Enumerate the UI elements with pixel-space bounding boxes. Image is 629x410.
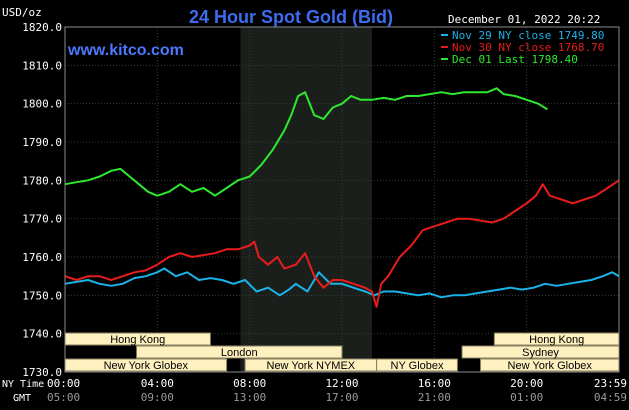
y-tick-label: 1790.0 — [22, 136, 62, 149]
ny-time-label: NY Time — [2, 379, 44, 390]
timestamp: December 01, 2022 20:22 — [448, 13, 600, 26]
x-tick-ny: 16:00 — [418, 377, 451, 390]
x-tick-gmt: 01:00 — [510, 391, 543, 404]
y-tick-label: 1810.0 — [22, 59, 62, 72]
unit-label: USD/oz — [2, 6, 42, 19]
series-line-0 — [64, 267, 620, 299]
session-label: Sydney — [522, 347, 559, 359]
x-tick-gmt: 21:00 — [418, 391, 451, 404]
session-label: Hong Kong — [110, 334, 165, 346]
x-tick-ny: 12:00 — [325, 377, 358, 390]
legend-swatch-nov29 — [441, 34, 448, 36]
session-box — [136, 345, 343, 359]
x-tick-ny: 20:00 — [510, 377, 543, 390]
series-line-1 — [64, 179, 620, 308]
x-tick-gmt: 05:00 — [47, 391, 80, 404]
legend-item-nov30: Nov 30 NY close 1768.70 — [452, 41, 604, 54]
price-lines — [64, 87, 620, 308]
session-label: New York Globex — [508, 360, 593, 372]
y-tick-label: 1730.0 — [22, 366, 62, 379]
series-line-2 — [64, 87, 548, 197]
x-tick-ny: 00:00 — [47, 377, 80, 390]
x-tick-gmt: 04:59 — [594, 391, 627, 404]
y-tick-label: 1750.0 — [22, 289, 62, 302]
x-tick-ny: 08:00 — [233, 377, 266, 390]
legend-swatch-dec01 — [441, 58, 448, 60]
chart-title: 24 Hour Spot Gold (Bid) — [189, 7, 393, 27]
gmt-label: GMT — [13, 393, 31, 404]
nymex-highlight-band — [240, 27, 373, 372]
y-tick-label: 1770.0 — [22, 213, 62, 226]
x-tick-ny: 23:59 — [594, 377, 627, 390]
y-tick-label: 1740.0 — [22, 328, 62, 341]
session-box — [376, 358, 458, 372]
session-label: NY Globex — [391, 360, 444, 372]
website-label: www.kitco.com — [67, 42, 184, 59]
y-tick-label: 1780.0 — [22, 174, 62, 187]
legend-item-dec01: Dec 01 Last 1798.40 — [452, 53, 578, 66]
y-tick-labels: 1730.0 1740.0 1750.0 1760.0 1770.0 1780.0 1790… — [22, 21, 62, 379]
y-tick-label: 1760.0 — [22, 251, 62, 264]
legend-swatch-nov30 — [441, 46, 448, 48]
y-tick-label: 1820.0 — [22, 21, 62, 34]
session-label: London — [221, 347, 258, 359]
y-tick-label: 1800.0 — [22, 98, 62, 111]
legend: Nov 29 NY close 1749.80 Nov 30 NY close … — [441, 29, 604, 66]
session-label: New York NYMEX — [267, 360, 356, 372]
x-tick-gmt: 13:00 — [233, 391, 266, 404]
legend-item-nov29: Nov 29 NY close 1749.80 — [452, 29, 604, 42]
session-label: Hong Kong — [529, 334, 584, 346]
x-tick-gmt: 17:00 — [325, 391, 358, 404]
session-label: New York Globex — [104, 360, 189, 372]
x-tick-ny: 04:00 — [141, 377, 174, 390]
plot-frame — [64, 26, 620, 373]
x-tick-gmt: 09:00 — [141, 391, 174, 404]
